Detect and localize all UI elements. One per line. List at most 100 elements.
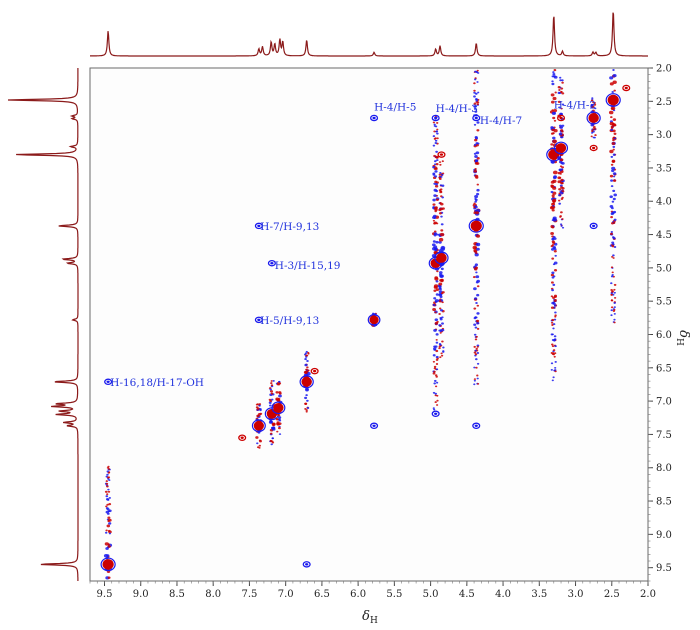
noise-dot [476, 377, 479, 380]
noise-dot [104, 490, 108, 493]
noise-dot [436, 399, 439, 402]
cross-peak-outer [254, 316, 263, 324]
noise-dot [435, 288, 440, 291]
noise-dot [550, 362, 554, 365]
noise-dot [612, 175, 616, 178]
noise-dot [475, 366, 478, 369]
noise-dot [434, 210, 437, 213]
x-axis: 9.5 9.0 8.5 8.0 7.5 7.0 6.5 6.0 5.5 5.0 4.5 4.0 3.5 3… [89, 581, 656, 600]
noise-dot [476, 327, 480, 330]
noise-dot [612, 179, 617, 182]
noise-dot [434, 170, 438, 173]
noise-dot [433, 289, 437, 292]
noise-dot [476, 346, 479, 348]
x-tick-label: 3.5 [531, 589, 547, 600]
diagonal-peak-core [253, 420, 264, 431]
noise-dot [551, 128, 555, 132]
noise-dot [107, 516, 111, 519]
noise-dot [304, 358, 307, 361]
noise-dot [433, 297, 437, 300]
noise-dot [611, 166, 616, 171]
noise-dot [552, 302, 556, 305]
noise-dot [433, 194, 437, 197]
noise-dot [438, 161, 442, 163]
noise-dot [612, 243, 615, 246]
noise-dot [559, 173, 562, 175]
cross-peak-2.75-3.2 [589, 144, 598, 152]
diagonal-peak-3.3 [546, 69, 562, 382]
noise-dot [592, 125, 596, 129]
diagonal-peak-7.37 [251, 403, 266, 449]
noise-dot [278, 426, 281, 430]
noise-dot [551, 339, 555, 341]
cross-peak-4.85-3.3 [437, 151, 446, 158]
y-tick-label: 6.5 [656, 363, 672, 374]
noise-dot [553, 304, 557, 307]
noise-dot [303, 370, 308, 374]
noise-dot [552, 352, 555, 354]
noise-dot [473, 169, 478, 173]
noise-dot [612, 74, 617, 78]
noise-dot [441, 340, 444, 343]
noise-dot [610, 231, 614, 233]
noise-dot [433, 347, 437, 351]
noise-dot [441, 184, 445, 187]
noise-dot [304, 355, 308, 358]
noise-dot [275, 418, 279, 421]
noise-dot [552, 139, 558, 144]
noise-dot [476, 192, 480, 196]
x-tick-label: 7.0 [278, 589, 294, 600]
cross-peak-inner [372, 116, 376, 120]
noise-dot [609, 174, 614, 178]
noise-dot [473, 307, 477, 310]
cross-peak-4.93-7.19 [431, 410, 440, 418]
noise-dot [438, 287, 442, 291]
cross-peak-inner [434, 412, 438, 415]
x-tick-label: 2.5 [604, 589, 620, 600]
noise-dot [435, 162, 439, 166]
noise-dot [438, 282, 443, 286]
noise-dot [258, 404, 261, 407]
noise-dot [613, 306, 616, 308]
noise-dot [477, 91, 480, 94]
noise-dot [442, 346, 445, 349]
y-tick-label: 5.0 [656, 263, 672, 274]
noise-dot [549, 206, 555, 210]
noise-dot [552, 376, 555, 379]
noise-dot [474, 155, 478, 158]
noise-dot [561, 92, 565, 95]
noise-dot [559, 76, 562, 79]
noise-dot [256, 407, 260, 410]
diagonal-peak-core [369, 315, 379, 325]
cross-peak-outer [472, 422, 481, 430]
noise-dot [433, 188, 438, 192]
x-tick-label: 5.0 [423, 589, 439, 600]
noise-dot [439, 232, 445, 237]
noise-dot [475, 347, 478, 350]
annotation-label: H-4/H-2 [554, 100, 596, 112]
noise-dot [473, 91, 476, 94]
noise-dot [550, 333, 554, 336]
noise-dot [473, 202, 476, 205]
y-tick-label: 3.0 [656, 130, 672, 141]
noise-dot [552, 72, 556, 76]
noise-dot [474, 267, 478, 271]
left-projection [7, 68, 79, 581]
noise-dot [440, 229, 444, 232]
noise-dot [553, 237, 557, 240]
y-tick-label: 9.0 [656, 530, 672, 541]
annotation-label: H-16,18/H-17-OH [110, 377, 204, 389]
noise-dot [439, 356, 442, 359]
noise-dot [433, 130, 436, 133]
noise-dot [474, 195, 479, 199]
noise-dot [108, 496, 112, 499]
noise-dot [434, 277, 439, 281]
cross-peak-outer [472, 114, 481, 122]
noise-dot [473, 378, 477, 380]
noise-dot [613, 283, 617, 286]
noise-dot [474, 92, 478, 95]
noise-dot [613, 89, 616, 92]
noise-dot [476, 279, 481, 283]
annotation-label: H-4/H-3 [436, 103, 478, 115]
noise-dot [553, 69, 557, 72]
